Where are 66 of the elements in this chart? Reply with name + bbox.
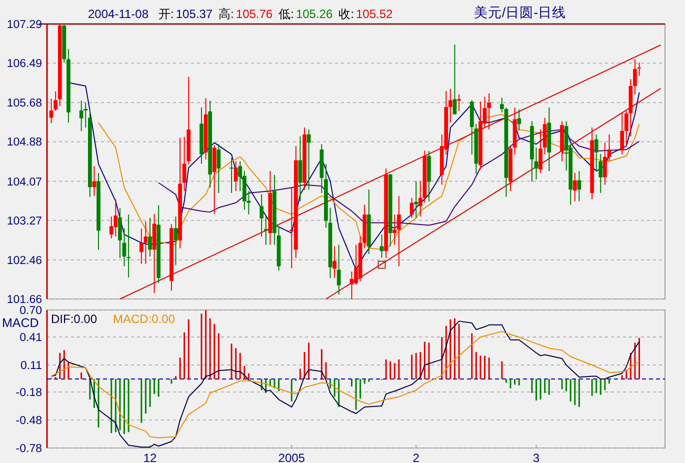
x-tick-label: 2005 [278,451,306,463]
candlestick [448,88,452,124]
x-tick-label: 12 [143,451,157,463]
candlestick [577,170,582,202]
candlestick [350,271,354,300]
candlestick [517,108,522,131]
candlestick [122,228,126,267]
text: 105.52 [356,7,394,21]
y-tick-label: -0.18 [16,387,42,400]
candlestick [572,172,577,202]
candlestick [637,62,642,76]
y-tick-label: -0.48 [16,415,42,428]
candlestick [542,117,547,155]
candlestick [49,98,54,124]
y-tick-label: 107.29 [6,19,42,31]
candlestick [174,216,178,266]
candlestick [633,58,637,95]
text: 105.26 [296,7,333,21]
candlestick [264,214,268,246]
y-tick-label: 0.11 [20,360,42,372]
y-tick-label: 102.46 [6,254,42,267]
text: 105.76 [236,7,273,21]
candlestick [538,129,542,174]
y-tick-label: 101.66 [6,294,42,306]
candlestick [118,208,122,258]
y-tick-label: 104.88 [6,136,42,149]
y-axis-title: MACD [2,316,39,330]
y-tick-label: 105.68 [6,98,42,110]
y-tick-label: 0.70 [20,305,42,317]
x-tick-label: 2 [412,451,420,463]
candlestick [216,144,221,194]
text: MACD:0.00 [113,312,176,326]
text: 105.37 [176,7,213,21]
candlestick [230,157,234,194]
y-tick-label: 0.41 [20,332,42,344]
text: 收: [338,7,354,21]
y-tick-label: 106.49 [6,58,42,70]
chart-title: 美元/日圆-日线 [474,5,566,20]
text: 开: [158,7,174,21]
y-tick-label: 104.07 [6,176,42,188]
candlestick [392,214,397,246]
candlestick [487,92,491,130]
candlestick [380,234,384,258]
candlestick [336,244,341,296]
candlestick [144,220,148,264]
text: 低: [278,7,294,21]
line-series [50,330,640,438]
candlestick [396,195,401,267]
candlestick [148,217,152,258]
candlestick [332,246,336,278]
candlestick [452,44,457,115]
text: 高: [218,7,234,21]
candlestick [260,194,264,237]
candlestick [457,94,461,112]
candlestick [354,244,358,286]
candlestick [79,100,84,132]
candlestick [620,112,624,155]
candlestick [126,214,130,278]
x-tick-label: 3 [532,451,540,463]
y-tick-label: -0.78 [16,443,42,455]
text: DIF:0.00 [51,312,98,326]
y-tick-label: 103.27 [6,215,42,228]
text: 2004-11-08 [88,7,149,21]
candlestick [114,198,118,237]
candlestick [234,160,238,192]
candlestick [84,102,88,128]
